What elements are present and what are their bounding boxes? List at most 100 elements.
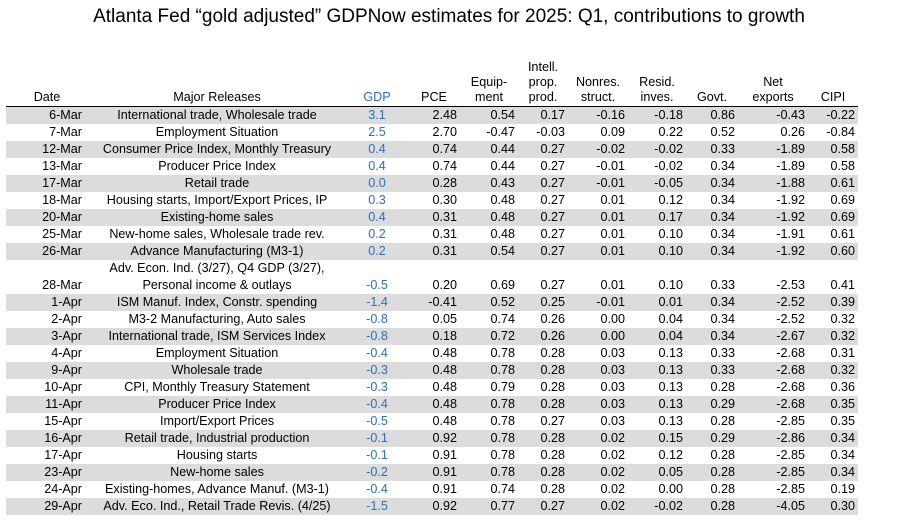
release-line: Advance Manufacturing (M3-1): [130, 244, 304, 258]
govt-cell: 0.33: [710, 278, 735, 292]
table-row: 16-Apr Retail trade, Industrial productio…: [6, 430, 858, 447]
equip-cell: 0.48: [490, 227, 515, 241]
resid-cell: 0.13: [658, 380, 683, 394]
release-line: Personal income & outlays: [142, 278, 292, 292]
equip-cell: 0.54: [460, 106, 518, 124]
cipi-cell: 0.35: [830, 414, 855, 428]
netexp-cell: -2.68: [776, 380, 805, 394]
release-line: M3-2 Manufacturing, Auto sales: [128, 312, 306, 326]
resid-cell: 0.05: [628, 464, 686, 481]
gdp-cell: -0.1: [366, 448, 388, 462]
date-cell: 4-Apr: [51, 346, 82, 360]
ipp-cell: -0.03: [536, 125, 565, 139]
gdp-cell: 0.3: [368, 193, 386, 207]
ipp-cell: 0.27: [540, 227, 565, 241]
equip-cell: 0.69: [490, 278, 515, 292]
release-cell: Adv. Econ. Ind. (3/27), Q4 GDP (3/27), Pe…: [88, 260, 346, 294]
netexp-cell: -2.67: [738, 328, 808, 345]
nonres-cell: 0.03: [600, 414, 625, 428]
release-line: Employment Situation: [155, 125, 279, 139]
header-gdp: GDP: [346, 60, 408, 107]
pce-cell: 0.05: [432, 312, 457, 326]
header-nonres-struct: Nonres. struct.: [568, 60, 628, 107]
release-cell: Producer Price Index: [88, 396, 346, 413]
release-cell: Retail trade: [88, 175, 346, 192]
govt-cell: 0.28: [710, 482, 735, 496]
equip-cell: 0.78: [490, 414, 515, 428]
cipi-cell: 0.41: [830, 278, 855, 292]
release-line: Existing-homes, Advance Manuf. (M3-1): [105, 482, 329, 496]
nonres-cell: 0.01: [600, 193, 625, 207]
resid-cell: 0.10: [658, 278, 683, 292]
table-row: 9-Apr Wholesale trade -0.3 0.48 0.78 0.28 0.03…: [6, 362, 858, 379]
cipi-cell: 0.60: [808, 243, 858, 260]
nonres-cell: 0.00: [600, 312, 625, 326]
table-row: 11-Apr Producer Price Index -0.4 0.48 0.78 0.…: [6, 396, 858, 413]
ipp-cell: 0.27: [540, 278, 565, 292]
pce-cell: 0.20: [432, 278, 457, 292]
netexp-cell: -1.88: [738, 175, 808, 192]
release-cell: M3-2 Manufacturing, Auto sales: [88, 311, 346, 328]
nonres-cell: 0.03: [600, 346, 625, 360]
gdp-cell: 3.1: [346, 106, 408, 124]
header-line: CIPI: [820, 90, 846, 104]
nonres-cell: 0.09: [600, 125, 625, 139]
govt-cell: 0.34: [686, 175, 738, 192]
resid-cell: 0.04: [628, 328, 686, 345]
table-row: 29-Apr Adv. Eco. Ind., Retail Trade Revis…: [6, 498, 858, 515]
table-row: 17-Apr Housing starts -0.1 0.91 0.78 0.28 0.02…: [6, 447, 858, 464]
release-line: New-home sales, Wholesale trade rev.: [109, 227, 325, 241]
date-cell: 12-Mar: [6, 141, 88, 158]
header-major-releases: Major Releases: [88, 60, 346, 107]
pce-cell: 0.30: [432, 193, 457, 207]
header-cipi: CIPI: [808, 60, 858, 107]
pce-cell: 2.48: [408, 106, 460, 124]
date-cell: 29-Apr: [6, 498, 88, 515]
nonres-cell: 0.02: [568, 430, 628, 447]
header-line: Net: [763, 75, 783, 89]
table-row: 6-Mar International trade, Wholesale trad…: [6, 106, 858, 124]
release-line: Adv. Eco. Ind., Retail Trade Revis. (4/2…: [103, 499, 331, 513]
table-row: 18-Mar Housing starts, Import/Export Pric…: [6, 192, 858, 209]
header-line: Major Releases: [173, 90, 261, 104]
date-cell: 6-Mar: [6, 106, 88, 124]
ipp-cell: 0.27: [518, 141, 568, 158]
table-row: 12-Mar Consumer Price Index, Monthly Trea…: [6, 141, 858, 158]
release-line: CPI, Monthly Treasury Statement: [124, 380, 310, 394]
gdp-cell: -0.3: [366, 380, 388, 394]
ipp-cell: 0.28: [540, 346, 565, 360]
pce-cell: 0.48: [432, 380, 457, 394]
gdp-cell: 0.2: [346, 243, 408, 260]
nonres-cell: 0.01: [600, 278, 625, 292]
netexp-cell: -2.68: [738, 396, 808, 413]
release-cell: CPI, Monthly Treasury Statement: [88, 379, 346, 396]
release-cell: Existing-homes, Advance Manuf. (M3-1): [88, 481, 346, 498]
pce-cell: 0.92: [408, 498, 460, 515]
release-cell: New-home sales, Wholesale trade rev.: [88, 226, 346, 243]
equip-cell: 0.48: [460, 209, 518, 226]
govt-cell: 0.28: [710, 380, 735, 394]
netexp-cell: -2.68: [776, 346, 805, 360]
netexp-cell: -1.91: [776, 227, 805, 241]
release-line: Retail trade: [184, 176, 250, 190]
release-line: Adv. Econ. Ind. (3/27), Q4 GDP (3/27),: [109, 261, 325, 275]
resid-cell: 0.22: [658, 125, 683, 139]
release-line: Housing starts: [176, 448, 258, 462]
resid-cell: 0.15: [628, 430, 686, 447]
resid-cell: -0.02: [654, 159, 683, 173]
resid-cell: -0.18: [628, 106, 686, 124]
date-cell: 3-Apr: [6, 328, 88, 345]
resid-cell: 0.13: [628, 362, 686, 379]
date-cell: 17-Mar: [6, 175, 88, 192]
header-intell-prop-prod: Intell. prop. prod.: [518, 60, 568, 107]
resid-cell: 0.13: [658, 346, 683, 360]
resid-cell: 0.12: [658, 448, 683, 462]
ipp-cell: 0.27: [518, 175, 568, 192]
netexp-cell: 0.26: [780, 125, 805, 139]
release-line: Consumer Price Index, Monthly Treasury: [102, 142, 332, 156]
date-cell: 15-Apr: [44, 414, 82, 428]
table-body: 6-Mar International trade, Wholesale trad…: [6, 106, 858, 515]
header-line: struct.: [580, 90, 616, 104]
netexp-cell: -2.85: [776, 448, 805, 462]
cipi-cell: 0.61: [830, 227, 855, 241]
